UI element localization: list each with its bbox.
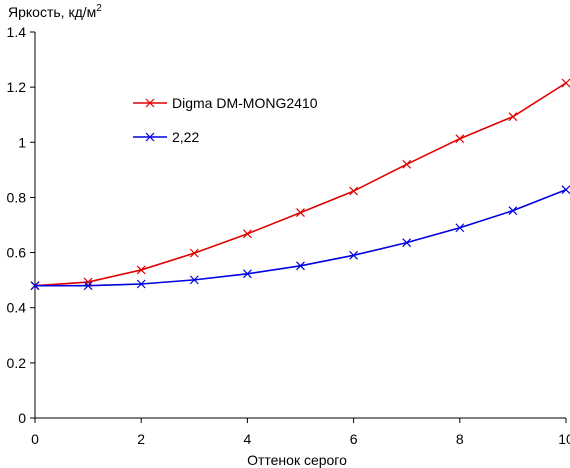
x-tick-label: 10 <box>558 431 570 447</box>
series-line <box>35 188 567 287</box>
y-axis-title-main: Яркость, кд/м <box>8 4 96 20</box>
point-marker-stroke <box>242 269 252 279</box>
y-tick-label: 0.2 <box>7 355 27 371</box>
data-point <box>136 279 146 289</box>
y-axis-title: Яркость, кд/м2 <box>8 3 102 20</box>
svg-text:Яркость, кд/м2: Яркость, кд/м2 <box>8 3 102 20</box>
point-marker-stroke <box>402 238 412 248</box>
data-point <box>136 265 146 275</box>
point-marker-stroke <box>508 206 518 216</box>
y-tick-label: 0.4 <box>7 300 27 316</box>
point-marker-stroke <box>136 265 146 275</box>
point-marker-stroke <box>508 112 518 122</box>
data-point <box>242 269 252 279</box>
series-line <box>34 82 567 287</box>
x-tick-label: 6 <box>350 431 358 447</box>
point-marker-stroke <box>455 134 465 144</box>
legend-item-2: 2,22 <box>133 129 199 145</box>
point-marker-stroke <box>296 261 305 271</box>
point-marker-stroke <box>349 250 359 260</box>
x-tick-label: 0 <box>31 431 39 447</box>
data-point <box>402 238 412 248</box>
x-tick-label: 2 <box>137 431 145 447</box>
data-point <box>508 206 518 216</box>
data-point <box>455 223 465 233</box>
point-marker-stroke <box>296 208 305 218</box>
data-point <box>83 277 93 287</box>
data-point <box>402 159 412 169</box>
point-marker-stroke <box>83 277 93 287</box>
point-marker-stroke <box>242 229 252 239</box>
legend-label: 2,22 <box>172 129 199 145</box>
legend-label: Digma DM-MONG2410 <box>172 95 318 111</box>
legend: Digma DM-MONG2410 2,22 <box>133 95 318 145</box>
data-point <box>296 261 305 271</box>
y-tick-label: 1 <box>18 134 26 150</box>
y-tick-label: 0.8 <box>7 189 27 205</box>
x-tick-label: 4 <box>244 431 252 447</box>
legend-item-1: Digma DM-MONG2410 <box>133 95 318 111</box>
y-axis-title-superscript: 2 <box>96 3 102 14</box>
y-tick-label: 0.6 <box>7 245 27 261</box>
legend-marker-stroke <box>145 132 155 142</box>
x-tick-label: 8 <box>456 431 464 447</box>
series-2 <box>30 185 570 291</box>
point-marker-stroke <box>30 281 40 291</box>
data-point <box>349 250 359 260</box>
data-point <box>189 275 199 285</box>
y-tick-label: 1.4 <box>7 24 27 40</box>
data-point <box>242 229 252 239</box>
data-point <box>508 112 518 122</box>
data-point <box>349 186 359 196</box>
y-tick-label: 1.2 <box>7 79 27 95</box>
axes <box>34 32 566 419</box>
data-point <box>296 208 305 218</box>
legend-marker-stroke <box>145 98 155 108</box>
point-marker-stroke <box>455 223 465 233</box>
point-marker-stroke <box>349 186 359 196</box>
data-point <box>455 134 465 144</box>
data-point <box>189 248 199 258</box>
x-ticks: 0 2 4 6 8 10 <box>31 418 570 447</box>
data-point <box>561 185 570 195</box>
point-marker-stroke <box>561 185 570 195</box>
point-marker-stroke <box>561 78 570 88</box>
data-point <box>30 281 40 291</box>
data-point <box>561 78 570 88</box>
point-marker-stroke <box>402 159 412 169</box>
point-marker-stroke <box>189 275 199 285</box>
data-point <box>83 281 93 291</box>
series-layer <box>30 78 570 291</box>
y-tick-label: 0 <box>18 410 26 426</box>
y-ticks: 0 0.2 0.4 0.6 0.8 1 1.2 1.4 <box>7 24 35 426</box>
point-marker-stroke <box>189 248 199 258</box>
point-marker-stroke <box>136 279 146 289</box>
x-axis-title: Оттенок серого <box>247 452 347 468</box>
point-marker-stroke <box>83 281 93 291</box>
